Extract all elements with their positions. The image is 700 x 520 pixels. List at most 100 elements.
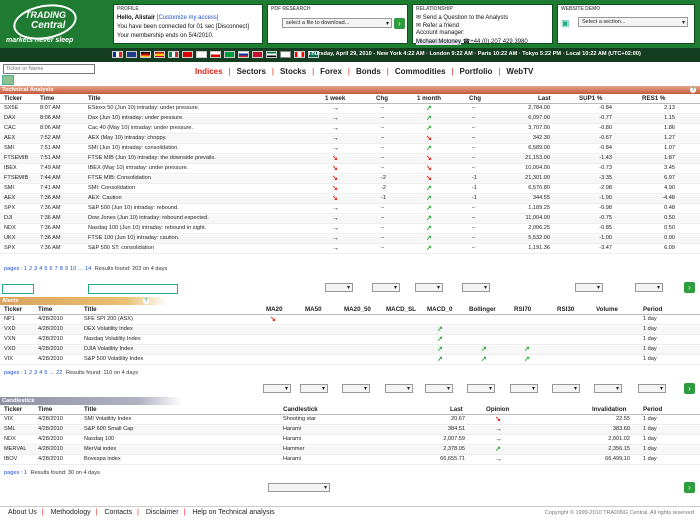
flag-fr-icon[interactable] (112, 51, 123, 58)
page-link[interactable]: 3 (34, 266, 38, 272)
flag-de-icon[interactable] (140, 51, 151, 58)
alerts-filter-ma20-50[interactable] (342, 384, 370, 393)
nav-bonds[interactable]: Bonds (349, 67, 389, 79)
candle-page-1[interactable]: 1 (23, 470, 28, 476)
ta-col-month[interactable]: 1 month (417, 95, 442, 102)
table-row[interactable]: SX5E 8:07 AM EStoxx 50 (Jun 10) intraday: … (0, 105, 700, 114)
alerts-col-ticker[interactable]: Ticker (4, 306, 23, 313)
table-row[interactable]: VIX 4/28/2010 S&P 500 Volatility Index ↗ ↗ ↗ 1… (0, 356, 700, 365)
alerts-filter-rsi70[interactable] (510, 384, 538, 393)
page-link[interactable]: 6 (49, 266, 53, 272)
alerts-filter-macd-sl[interactable] (385, 384, 413, 393)
ta-col-ticker[interactable]: Ticker (4, 95, 23, 102)
candle-col-last[interactable]: Last (450, 406, 463, 413)
flag-pl-icon[interactable] (210, 51, 221, 58)
page-link[interactable]: 1 (23, 370, 28, 376)
candle-col-time[interactable]: Time (38, 406, 53, 413)
footer-disclaimer[interactable]: Disclaimer (145, 509, 179, 516)
candle-col-period[interactable]: Period (643, 406, 663, 413)
table-row[interactable]: SMI 7:41 AM SMI: Consolidation ↘ -2 ↗ -1 6,576.… (0, 185, 700, 194)
alerts-help-icon[interactable]: ? (143, 298, 149, 304)
page-link[interactable]: 4 (39, 266, 43, 272)
footer-help[interactable]: Help on Technical analysis (192, 509, 275, 516)
page-link[interactable]: 8 (59, 266, 63, 272)
flag-sa-icon[interactable] (308, 51, 319, 58)
table-row[interactable]: UKX 7:36 AM FTSE 100 (Jun 10) intraday: ca… (0, 235, 700, 244)
ta-filter-res[interactable] (635, 283, 663, 292)
flag-ca-icon[interactable] (294, 51, 305, 58)
alerts-col-ma20[interactable]: MA20 (266, 306, 283, 313)
table-row[interactable]: DJI 7:36 AM Dow Jones (Jun 10) intraday: r… (0, 215, 700, 224)
candle-filter-candlestick[interactable] (268, 483, 330, 492)
flag-es-icon[interactable] (154, 51, 165, 58)
table-row[interactable]: SML 4/28/2010 S&P 600 Small Cap Harami 384.5… (0, 426, 700, 435)
nav-sectors[interactable]: Sectors (230, 67, 275, 79)
alerts-col-volume[interactable]: Volume (596, 306, 618, 313)
table-row[interactable]: NDX 4/28/2010 Nasdaq 100 Harami 2,007.59 → 2,0… (0, 436, 700, 445)
alerts-col-ma20-50[interactable]: MA20_50 (344, 306, 371, 313)
alerts-filter-period[interactable] (638, 384, 666, 393)
flag-it-icon[interactable] (168, 51, 179, 58)
table-row[interactable]: VXD 4/28/2010 DEX Volatility Index ↗ 1 day (0, 326, 700, 335)
flag-ae-icon[interactable] (266, 51, 277, 58)
ta-col-week[interactable]: 1 week (325, 95, 346, 102)
table-row[interactable]: VXN 4/28/2010 Nasdaq Volatility Index ↗ 1 da… (0, 336, 700, 345)
alerts-filter-ma20[interactable] (263, 384, 291, 393)
table-row[interactable]: SPX 7:36 AM S&P 500 (Jun 10) intraday: reb… (0, 205, 700, 214)
ticker-search-input[interactable] (3, 64, 95, 74)
page-link[interactable]: 7 (54, 266, 58, 272)
candle-col-ticker[interactable]: Ticker (4, 406, 23, 413)
ta-filter-go-button[interactable]: › (684, 282, 695, 293)
footer-contacts[interactable]: Contacts (104, 509, 133, 516)
table-row[interactable]: AEX 7:52 AM AEX (May 10) intraday: choppy.… (0, 135, 700, 144)
table-row[interactable]: FTSEMIB 7:51 AM FTSE MIB (Jun 10) intraday… (0, 155, 700, 164)
table-row[interactable]: NP1 4/28/2010 SFE SPI 200 (ASX) ↘ 1 day (0, 316, 700, 325)
alerts-col-time[interactable]: Time (38, 306, 53, 313)
demo-select[interactable]: Select a section... (578, 17, 688, 27)
alerts-col-macd-sl[interactable]: MACD_SL (386, 306, 416, 313)
table-row[interactable]: IBEX 7:49 AM IBEX (May 10) intraday: under… (0, 165, 700, 174)
ticker-search-button[interactable] (2, 75, 14, 85)
nav-forex[interactable]: Forex (313, 67, 350, 79)
footer-about[interactable]: About Us (8, 509, 37, 516)
nav-portfolio[interactable]: Portfolio (453, 67, 501, 79)
alerts-filter-go-button[interactable]: › (684, 383, 695, 394)
ta-filter-chg2[interactable] (462, 283, 490, 292)
ta-filter-chg[interactable] (372, 283, 400, 292)
alerts-col-title[interactable]: Title (84, 306, 97, 313)
ta-col-sup[interactable]: SUP1 % (579, 95, 603, 102)
alerts-col-rsi70[interactable]: RSI70 (514, 306, 532, 313)
logo[interactable]: TRADING Central markets never sleep (3, 0, 108, 46)
ta-filter-week[interactable] (325, 283, 353, 292)
customize-link[interactable]: [Customize my access] (156, 15, 219, 21)
page-link[interactable]: 10 (70, 266, 77, 272)
footer-methodology[interactable]: Methodology (50, 509, 91, 516)
nav-webtv[interactable]: WebTV (506, 67, 534, 76)
table-row[interactable]: AEX 7:36 AM AEX: Caution ↘ -1 ↗ -1 344.55 -1.90 -… (0, 195, 700, 204)
flag-jp-icon[interactable] (196, 51, 207, 58)
page-link[interactable]: 9 (64, 266, 69, 272)
table-row[interactable]: CAC 8:06 AM Cac 40 (May 10) intraday: unde… (0, 125, 700, 134)
table-row[interactable]: SPX 7:36 AM S&P 500 ST: consolidation → – ↗ – 1… (0, 245, 700, 254)
flag-br-icon[interactable] (224, 51, 235, 58)
alerts-filter-macd-0[interactable] (425, 384, 453, 393)
alerts-col-macd-0[interactable]: MACD_0 (427, 306, 453, 313)
ta-col-last[interactable]: Last (538, 95, 551, 102)
flag-kr-icon[interactable] (280, 51, 291, 58)
nav-stocks[interactable]: Stocks (273, 67, 314, 79)
table-row[interactable]: VXD 4/28/2010 DJIA Volatility Index ↗ ↗ ↗ 1 da… (0, 346, 700, 355)
table-row[interactable]: FTSEMIB 7:44 AM FTSE MIB: Consolidation ↘ -2… (0, 175, 700, 184)
page-link[interactable]: 3 (34, 370, 38, 376)
page-link[interactable]: 2 (29, 266, 33, 272)
page-link[interactable]: 5 (44, 266, 48, 272)
alerts-filter-volume[interactable] (594, 384, 622, 393)
page-link[interactable]: 1 (23, 266, 28, 272)
refer-friend-link[interactable]: ✉ Refer a friend (416, 22, 459, 29)
page-link[interactable]: 5 (44, 370, 48, 376)
flag-cn-icon[interactable] (182, 51, 193, 58)
ask-analysts-link[interactable]: ✉ Send a Question to the Analysts (416, 14, 508, 21)
alerts-col-ma50[interactable]: MA50 (305, 306, 322, 313)
nav-commodities[interactable]: Commodities (388, 67, 453, 79)
nav-indices[interactable]: Indices (188, 67, 230, 79)
table-row[interactable]: MERVAL 4/28/2010 MerVal index Hammer 2,378.0… (0, 446, 700, 455)
